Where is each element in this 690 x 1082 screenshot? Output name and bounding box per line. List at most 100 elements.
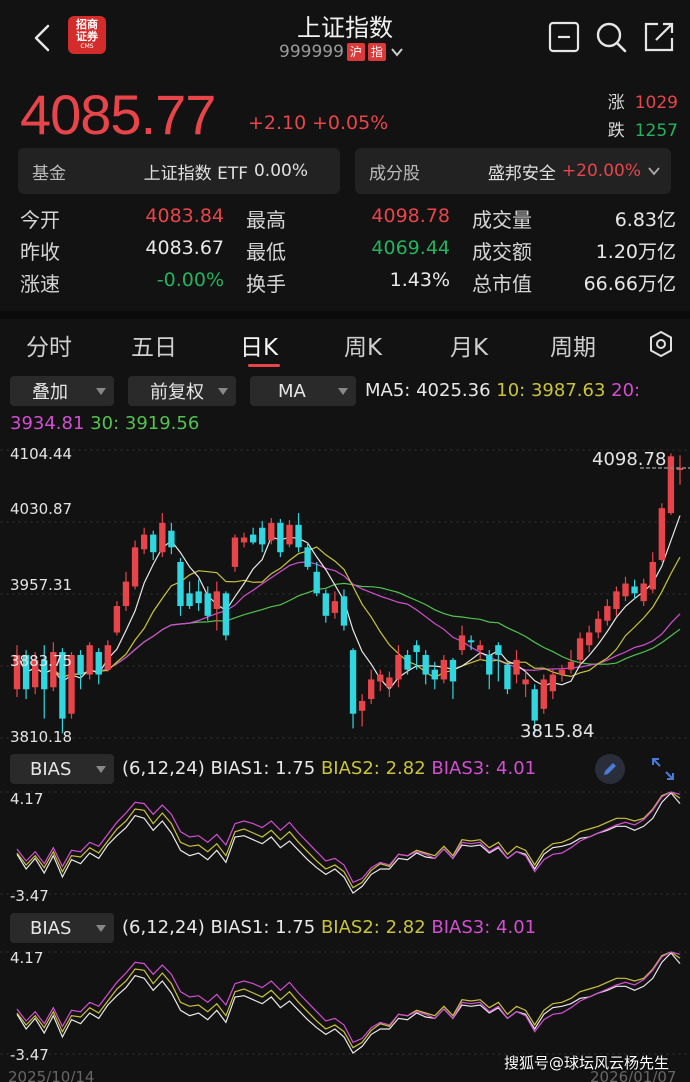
- volume-value: 6.83亿: [614, 209, 676, 231]
- candle: [622, 576, 629, 602]
- component-card[interactable]: 成分股 盛邦安全 +20.00%: [355, 148, 671, 194]
- candle: [386, 671, 393, 698]
- bias-indicator-dropdown-1[interactable]: BIAS: [10, 754, 114, 784]
- caret-down-icon: [338, 388, 348, 395]
- candle: [358, 694, 366, 727]
- bias-ymax-1: 4.17: [10, 790, 44, 808]
- component-pct: +20.00%: [561, 161, 641, 181]
- broker-logo: 招商 证券 CMS: [68, 16, 106, 54]
- settings-gear-icon[interactable]: [648, 330, 674, 358]
- candle-body: [658, 508, 666, 561]
- candle: [513, 650, 520, 684]
- bias2-value-2: BIAS2: 2.82: [320, 917, 426, 938]
- edit-pencil-icon[interactable]: [594, 753, 626, 785]
- share-icon[interactable]: [642, 20, 676, 54]
- bias-indicator-dropdown-2[interactable]: BIAS: [10, 913, 114, 943]
- period-tabs: 分时 五日 日K 周K 月K 周期: [0, 322, 690, 368]
- candle-body: [150, 534, 157, 553]
- logo-text-3: CMS: [80, 43, 94, 50]
- candle-body: [558, 669, 566, 675]
- candle-body: [13, 654, 21, 690]
- bias3-value-2: BIAS3: 4.01: [431, 917, 537, 938]
- decliners: 跌 1257: [608, 116, 678, 141]
- y-axis-label-2: 4030.87: [10, 500, 73, 518]
- stock-code-selector[interactable]: 999999 沪 指: [279, 42, 405, 62]
- date-end: 2026/01/07: [590, 1068, 677, 1082]
- fund-name: 上证指数 ETF: [143, 163, 248, 184]
- candle: [168, 522, 175, 555]
- candle: [531, 684, 538, 734]
- adjust-dropdown[interactable]: 前复权: [128, 376, 236, 406]
- candle-body: [195, 591, 202, 604]
- candle: [159, 513, 166, 558]
- candle-body: [277, 522, 284, 553]
- bias2-line: [16, 791, 681, 889]
- expand-icon[interactable]: [650, 756, 676, 782]
- candle: [22, 650, 30, 700]
- watermark: 搜狐号@球坛风云杨先生: [504, 1054, 670, 1072]
- caret-down-icon: [96, 925, 106, 932]
- candle-body: [86, 645, 93, 675]
- minus-box-icon[interactable]: [547, 20, 581, 54]
- tab-weekly-k[interactable]: 周K: [344, 335, 383, 361]
- candle-body: [486, 654, 493, 675]
- candle: [667, 453, 675, 516]
- amount-value: 1.20万亿: [595, 241, 676, 263]
- component-label: 成分股: [369, 163, 420, 184]
- candle: [349, 648, 357, 729]
- y-axis-label-top: 4104.44: [10, 445, 73, 463]
- candle: [195, 579, 202, 611]
- candle-body: [304, 547, 311, 567]
- candle-body: [240, 537, 248, 543]
- candle: [368, 669, 375, 704]
- candle: [68, 652, 75, 719]
- candle: [604, 599, 611, 626]
- tab-period[interactable]: 周期: [550, 335, 596, 361]
- bias1-line: [16, 792, 681, 894]
- candle: [549, 669, 557, 700]
- candle-body: [113, 606, 121, 633]
- bias-chart-1[interactable]: [0, 784, 690, 908]
- active-tab-indicator: [248, 364, 280, 367]
- candle-body: [159, 522, 166, 553]
- candle: [204, 586, 211, 621]
- search-icon[interactable]: [594, 20, 628, 54]
- prev-close-label: 昨收: [20, 240, 60, 264]
- tab-intraday[interactable]: 分时: [26, 335, 72, 361]
- tab-monthly-k[interactable]: 月K: [450, 335, 489, 361]
- back-arrow-icon[interactable]: [28, 22, 56, 54]
- candle: [377, 669, 384, 692]
- candle: [440, 654, 448, 684]
- candle-body: [613, 591, 620, 609]
- candle-body: [404, 654, 411, 670]
- open-label: 今开: [20, 208, 60, 232]
- indicator-dropdown[interactable]: MA: [250, 376, 356, 406]
- candle-body: [631, 586, 638, 594]
- candle-body: [549, 674, 557, 692]
- tab-daily-k[interactable]: 日K: [240, 335, 279, 361]
- decliners-count: 1257: [634, 121, 678, 141]
- period-high-label: 4098.78: [592, 449, 667, 470]
- candle: [467, 635, 475, 651]
- fund-label: 基金: [32, 163, 66, 184]
- tab-five-day[interactable]: 五日: [131, 335, 177, 361]
- overlay-dropdown[interactable]: 叠加: [10, 376, 114, 406]
- candle-body: [41, 659, 48, 690]
- bias-chart-2[interactable]: [0, 944, 690, 1068]
- candle-body: [395, 654, 402, 680]
- candlestick-chart[interactable]: [0, 444, 690, 744]
- candle-body: [595, 618, 602, 633]
- fund-card[interactable]: 基金 上证指数 ETF 0.00%: [18, 148, 340, 194]
- candle: [113, 601, 121, 636]
- candle-body: [540, 679, 547, 709]
- candle-body: [467, 640, 475, 643]
- candle: [449, 657, 457, 700]
- candle-body: [676, 468, 684, 471]
- page-title: 上证指数: [297, 14, 393, 42]
- bias-params-1: (6,12,24): [122, 758, 205, 779]
- candle: [41, 645, 48, 719]
- candle: [150, 530, 157, 561]
- candle-body: [213, 591, 220, 609]
- candle: [631, 579, 638, 600]
- low-value: 4069.44: [371, 237, 450, 259]
